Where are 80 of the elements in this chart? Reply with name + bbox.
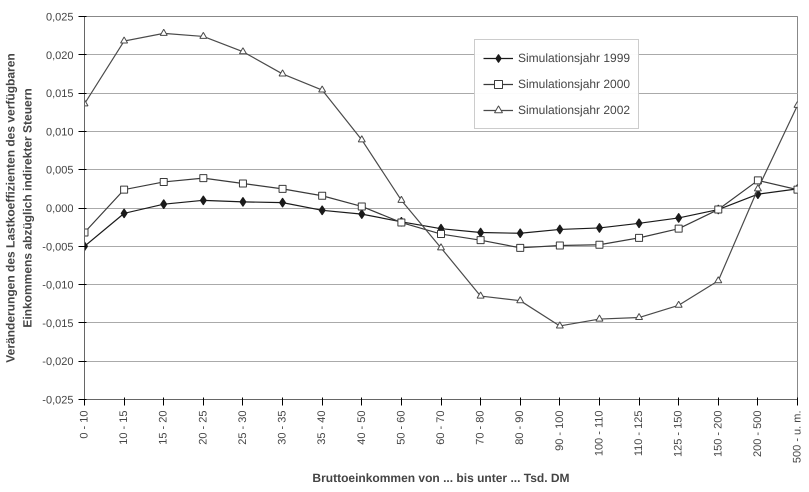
point (279, 198, 286, 208)
y-tick-label: -0,020 (42, 356, 74, 368)
x-tick-label: 70 - 80 (474, 410, 487, 445)
point (477, 228, 484, 238)
point (120, 186, 128, 194)
legend-label: Simulationsjahr 2002 (518, 103, 630, 117)
x-tick-label: 15 - 20 (158, 410, 170, 445)
point (200, 195, 207, 206)
x-tick-label: 500 - u. m. (792, 410, 804, 464)
point (595, 240, 604, 249)
point (278, 69, 287, 76)
point (596, 222, 603, 233)
y-tick-label: -0,010 (42, 280, 74, 292)
x-tick-label: 10 - 15 (118, 410, 130, 445)
point (675, 212, 682, 223)
point (595, 314, 604, 322)
point (318, 192, 326, 200)
y-tick-label: 0,000 (46, 203, 74, 215)
x-tick-label: 125 - 150 (672, 410, 685, 457)
x-tick-label: 110 - 125 (633, 410, 646, 456)
point (635, 234, 644, 242)
point (318, 85, 326, 93)
x-tick-label: 0 - 10 (78, 410, 90, 439)
point (160, 199, 168, 210)
point (120, 208, 128, 218)
x-tick-label: 20 - 25 (197, 410, 210, 445)
point (476, 292, 485, 299)
point (635, 312, 644, 320)
point (516, 296, 524, 304)
point (754, 176, 762, 184)
legend-label: Simulationsjahr 1999 (518, 51, 630, 65)
x-tick-label: 50 - 60 (395, 410, 408, 445)
y-tick-label: 0,020 (46, 50, 74, 62)
point (516, 228, 524, 238)
x-tick-label: 60 - 70 (435, 410, 447, 445)
legend-label: Simulationsjahr 2000 (518, 77, 630, 91)
point (556, 321, 564, 328)
x-tick-label: 35 - 40 (316, 410, 328, 445)
point (358, 209, 366, 220)
point (318, 205, 326, 216)
point (160, 178, 168, 186)
x-tick-label: 100 - 110 (593, 410, 606, 456)
y-tick-label: -0,025 (42, 394, 74, 406)
x-axis-title: Bruttoeinkommen von ... bis unter ... Tsd. DM (312, 471, 570, 486)
point (199, 32, 208, 39)
point (239, 196, 246, 207)
point (358, 135, 366, 142)
point (754, 184, 762, 192)
y-tick-label: 0,015 (46, 88, 74, 100)
point (397, 196, 406, 203)
point (437, 243, 445, 250)
point (199, 174, 208, 182)
point (160, 28, 168, 36)
y-axis-title: Veränderungen des Lastkoeffizienten des verfügbaren Einkommens abzüglich indirekter Steuern (4, 53, 34, 363)
point (714, 276, 722, 284)
point (278, 184, 287, 193)
point (516, 244, 524, 252)
point (120, 36, 128, 44)
y-tick-label: 0,005 (46, 164, 74, 177)
point (636, 218, 643, 228)
x-tick-label: 150 - 200 (712, 410, 724, 457)
x-tick-label: 200 - 500 (752, 410, 764, 457)
point (476, 236, 485, 244)
y-tick-label: 0,025 (46, 12, 74, 24)
x-tick-label: 40 - 50 (356, 410, 368, 445)
point (358, 202, 366, 210)
y-tick-label: -0,005 (42, 241, 74, 254)
point (674, 224, 683, 233)
point (238, 47, 247, 54)
point (556, 242, 564, 250)
x-tick-label: 90 - 100 (554, 410, 566, 451)
x-tick-label: 25 - 30 (236, 410, 249, 445)
x-tick-label: 80 - 90 (514, 410, 526, 445)
point (238, 179, 247, 188)
y-tick-label: 0,010 (46, 126, 74, 138)
point (674, 300, 683, 308)
point (437, 230, 445, 238)
y-tick-label: -0,015 (42, 318, 74, 330)
x-tick-label: 30 - 35 (276, 410, 289, 445)
point (556, 224, 564, 234)
